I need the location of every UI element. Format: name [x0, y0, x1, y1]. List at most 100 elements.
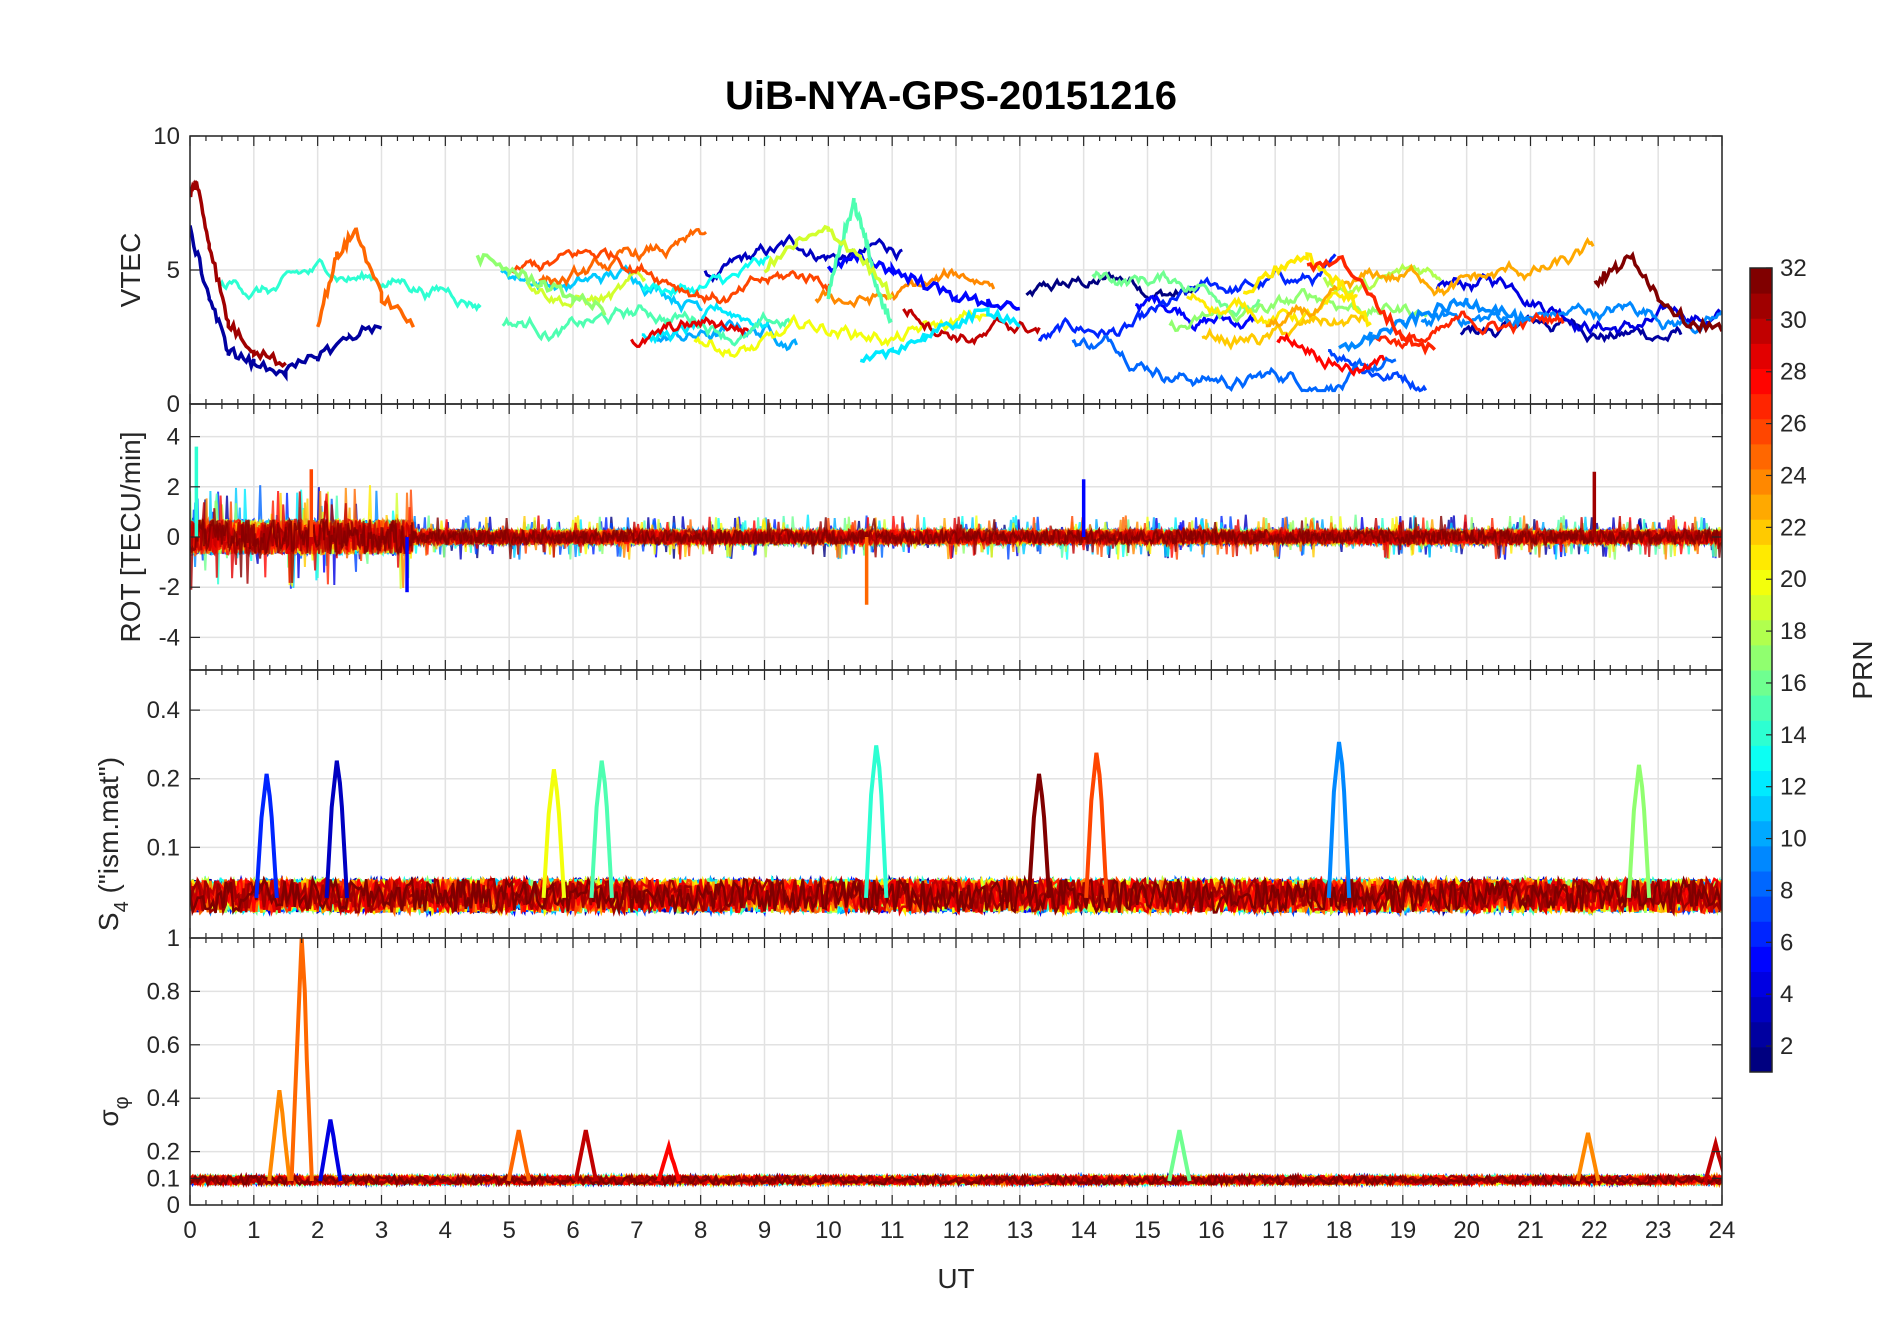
colorbar-segment [1750, 896, 1772, 922]
y-tick-label: 0.2 [147, 766, 180, 793]
y-axis-label: ROT [TECU/min] [115, 431, 146, 642]
colorbar-segment [1750, 871, 1772, 897]
colorbar-tick-label: 2 [1780, 1033, 1793, 1060]
colorbar-segment [1750, 845, 1772, 872]
colorbar-tick-label: 12 [1780, 774, 1807, 801]
x-tick-label: 7 [630, 1217, 643, 1244]
colorbar-segment [1750, 1021, 1772, 1048]
colorbar-segment [1750, 519, 1772, 545]
peak-mark [656, 1138, 681, 1182]
x-axis-label: UT [937, 1263, 974, 1294]
x-tick-label: 23 [1645, 1217, 1672, 1244]
colorbar-segment [1750, 368, 1772, 395]
y-tick-label: 2 [167, 474, 180, 501]
colorbar-tick-label: 30 [1780, 307, 1807, 334]
x-tick-label: 3 [375, 1217, 388, 1244]
peak-mark [267, 1089, 292, 1182]
vtec-series-prn-15 [826, 197, 893, 324]
colorbar-tick-label: 32 [1780, 255, 1807, 282]
baseline-trace [190, 1172, 1722, 1188]
colorbar-label: PRN [1847, 640, 1878, 699]
colorbar-segment [1750, 644, 1772, 671]
y-tick-label: 0 [167, 391, 180, 418]
y-tick-label: -2 [159, 574, 180, 601]
x-tick-label: 17 [1262, 1217, 1289, 1244]
colorbar-segment [1750, 921, 1772, 947]
vtec-trace [641, 301, 770, 345]
peak-mark [1084, 752, 1109, 899]
x-tick-label: 14 [1070, 1217, 1097, 1244]
vtec-trace [511, 247, 832, 305]
vtec-series-prn-9 [1338, 297, 1532, 353]
baseline-trace [190, 874, 1722, 917]
colorbar-segment [1750, 469, 1772, 495]
vtec-trace [1186, 291, 1358, 328]
vtec-trace [1134, 293, 1258, 333]
colorbar-segment [1750, 670, 1772, 696]
y-tick-label: 0.4 [147, 1085, 180, 1112]
vtec-trace [538, 227, 708, 289]
peak-mark [1167, 1129, 1192, 1182]
colorbar-tick-label: 10 [1780, 826, 1807, 853]
vtec-series-prn-31 [190, 179, 287, 369]
y-tick-label: 4 [167, 424, 180, 451]
panel-VTEC: 0 5 10 VTEC [115, 123, 1723, 418]
peak-mark [1326, 741, 1352, 898]
vtec-series-prn-2 [190, 225, 383, 382]
y-tick-label: 0.1 [147, 1165, 180, 1192]
x-tick-label: 10 [815, 1217, 842, 1244]
colorbar-segment [1750, 695, 1772, 721]
colorbar-segment [1750, 569, 1772, 596]
y-tick-label: 0.8 [147, 978, 180, 1005]
panel-ROT: -4 -2 0 2 4 ROT [TECU/min] [115, 403, 1723, 671]
vtec-trace [501, 304, 794, 347]
vtec-series-prn-21 [1242, 251, 1372, 328]
panel-traces [190, 938, 1722, 1189]
x-tick-label: 21 [1517, 1217, 1544, 1244]
y-tick-label: 10 [153, 123, 180, 150]
x-tick-label: 22 [1581, 1217, 1608, 1244]
vtec-trace [630, 315, 750, 349]
colorbar-segment [1750, 795, 1772, 822]
colorbar-tick-label: 18 [1780, 618, 1807, 645]
colorbar-segment [1750, 745, 1772, 771]
colorbar-segment [1750, 594, 1772, 621]
colorbar-segment [1750, 971, 1772, 998]
x-tick-label: 1 [247, 1217, 260, 1244]
colorbar-frame [1749, 267, 1773, 1073]
vtec-trace [1276, 332, 1386, 377]
colorbar-tick-label: 26 [1780, 411, 1807, 438]
rot-trace [190, 515, 1722, 578]
peak-mark [589, 760, 614, 899]
panel-traces [190, 179, 1722, 393]
x-tick-label: 24 [1709, 1217, 1736, 1244]
colorbar-segment [1750, 494, 1772, 520]
peak-mark [1626, 764, 1652, 899]
colorbar-segment [1750, 820, 1772, 847]
y-axis-label: σφ [93, 1096, 133, 1126]
x-tick-label: 9 [758, 1217, 771, 1244]
peak-mark [541, 769, 567, 899]
peak-mark [254, 773, 279, 899]
vtec-series-prn-5 [826, 250, 1021, 312]
vtec-series-prn-32 [1593, 251, 1722, 335]
colorbar-segment [1750, 619, 1772, 646]
colorbar-segment [1750, 268, 1772, 294]
y-tick-label: 0.4 [147, 697, 180, 724]
chart-title: UiB-NYA-GPS-20151216 [724, 74, 1178, 118]
x-tick-label: 5 [502, 1217, 515, 1244]
y-tick-label: 0.6 [147, 1032, 180, 1059]
vtec-series-prn-27 [1306, 254, 1437, 356]
panel-traces [190, 446, 1722, 605]
x-tick-label: 18 [1326, 1217, 1353, 1244]
x-tick-label: 6 [566, 1217, 579, 1244]
colorbar-segment [1750, 1046, 1772, 1073]
panel-traces [190, 741, 1722, 918]
peak-mark [1026, 773, 1052, 899]
colorbar-tick-label: 28 [1780, 359, 1807, 386]
x-tick-label: 15 [1134, 1217, 1161, 1244]
colorbar-tick-label: 8 [1780, 877, 1793, 904]
x-tick-label: 20 [1453, 1217, 1480, 1244]
colorbar-segment [1750, 946, 1772, 972]
panel-sigma_phi: 00.10.2 0.4 0.6 0.8 1 σφ [93, 925, 1723, 1219]
